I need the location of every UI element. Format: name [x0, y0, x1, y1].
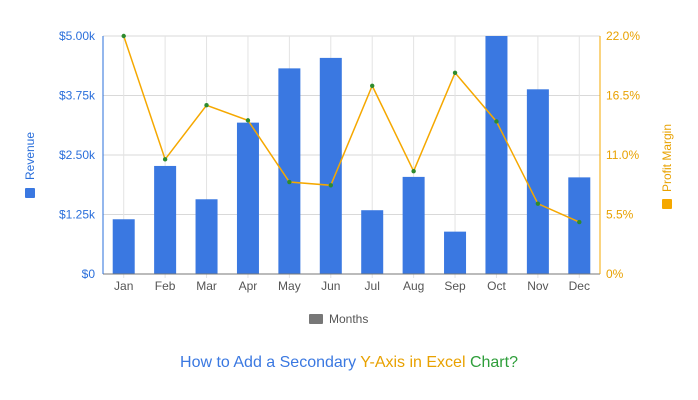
- right-tick-label: 22.0%: [606, 29, 640, 43]
- x-tick-label: Apr: [239, 279, 258, 293]
- x-tick-label: Jan: [114, 279, 133, 293]
- left-tick-label: $1.25k: [59, 208, 96, 222]
- revenue-bar: [236, 122, 259, 274]
- profit-margin-polyline: [122, 35, 580, 223]
- right-tick-label: 0%: [606, 267, 624, 281]
- right-axis-legend: Profit Margin: [660, 124, 674, 209]
- x-tick-label: Dec: [569, 279, 590, 293]
- revenue-bar: [319, 57, 342, 275]
- profit-margin-point: [411, 169, 416, 174]
- revenue-bar: [568, 177, 591, 274]
- left-tick-label: $3.75k: [59, 89, 96, 103]
- x-tick-label: Jun: [321, 279, 340, 293]
- x-tick-label: Oct: [487, 279, 506, 293]
- revenue-bar: [402, 176, 425, 274]
- profit-margin-point: [577, 219, 582, 225]
- left-axis-title: Revenue: [23, 132, 37, 180]
- profit-margin-point: [204, 103, 209, 108]
- revenue-bars: [112, 36, 591, 275]
- months-legend-swatch: [309, 314, 323, 324]
- x-tick-label: Sep: [444, 279, 466, 293]
- axes: [102, 36, 601, 275]
- x-tick-label: Jul: [365, 279, 380, 293]
- x-tick-label: Nov: [527, 279, 548, 293]
- revenue-bar: [278, 68, 301, 274]
- revenue-bar: [154, 165, 177, 274]
- revenue-bar: [444, 231, 467, 274]
- right-axis-ticks: 0% 5.5% 11.0% 16.5% 22.0%: [606, 29, 640, 281]
- right-tick-label: 5.5%: [606, 208, 634, 222]
- caption-part-3: Chart?: [469, 354, 518, 371]
- profit-margin-point: [535, 201, 541, 206]
- profit-margin-point: [287, 179, 292, 185]
- profit-margin-line: [121, 33, 582, 225]
- revenue-bar: [526, 89, 549, 274]
- grid-lines: [103, 35, 600, 278]
- x-tick-label: May: [278, 279, 301, 293]
- caption-part-2: Y-Axis in Excel: [360, 354, 470, 371]
- profit-margin-point: [452, 70, 458, 75]
- profit-margin-point: [370, 83, 375, 88]
- x-legend: Months: [309, 312, 368, 326]
- profit-margin-point: [328, 183, 333, 188]
- left-tick-label: $5.00k: [59, 29, 96, 43]
- revenue-bar: [361, 210, 384, 274]
- x-tick-label: Mar: [196, 279, 217, 293]
- profit-margin-point: [162, 157, 168, 162]
- x-axis-ticks: Jan Feb Mar Apr May Jun Jul Aug Sep Oct Nov Dec: [114, 279, 590, 293]
- x-tick-label: Aug: [403, 279, 424, 293]
- left-axis-ticks: $0 $1.25k $2.50k $3.75k $5.00k: [59, 29, 96, 281]
- profit-margin-point: [494, 119, 499, 124]
- profit-margin-legend-swatch: [662, 199, 672, 209]
- profit-margin-point: [121, 33, 126, 39]
- right-tick-label: 16.5%: [606, 89, 640, 103]
- right-tick-label: 11.0%: [606, 148, 639, 162]
- chart-caption: How to Add a Secondary Y-Axis in Excel C…: [0, 354, 698, 372]
- right-axis-title: Profit Margin: [660, 124, 674, 192]
- left-axis-legend: Revenue: [23, 132, 37, 198]
- revenue-legend-swatch: [25, 188, 35, 198]
- profit-margin-point: [245, 118, 251, 123]
- months-legend-label: Months: [329, 312, 368, 326]
- left-tick-label: $0: [82, 267, 96, 281]
- x-tick-label: Feb: [155, 279, 176, 293]
- caption-part-1: How to Add a Secondary: [180, 354, 361, 371]
- revenue-bar: [195, 199, 218, 274]
- revenue-bar: [485, 36, 508, 274]
- revenue-bar: [112, 219, 135, 274]
- left-tick-label: $2.50k: [59, 148, 96, 162]
